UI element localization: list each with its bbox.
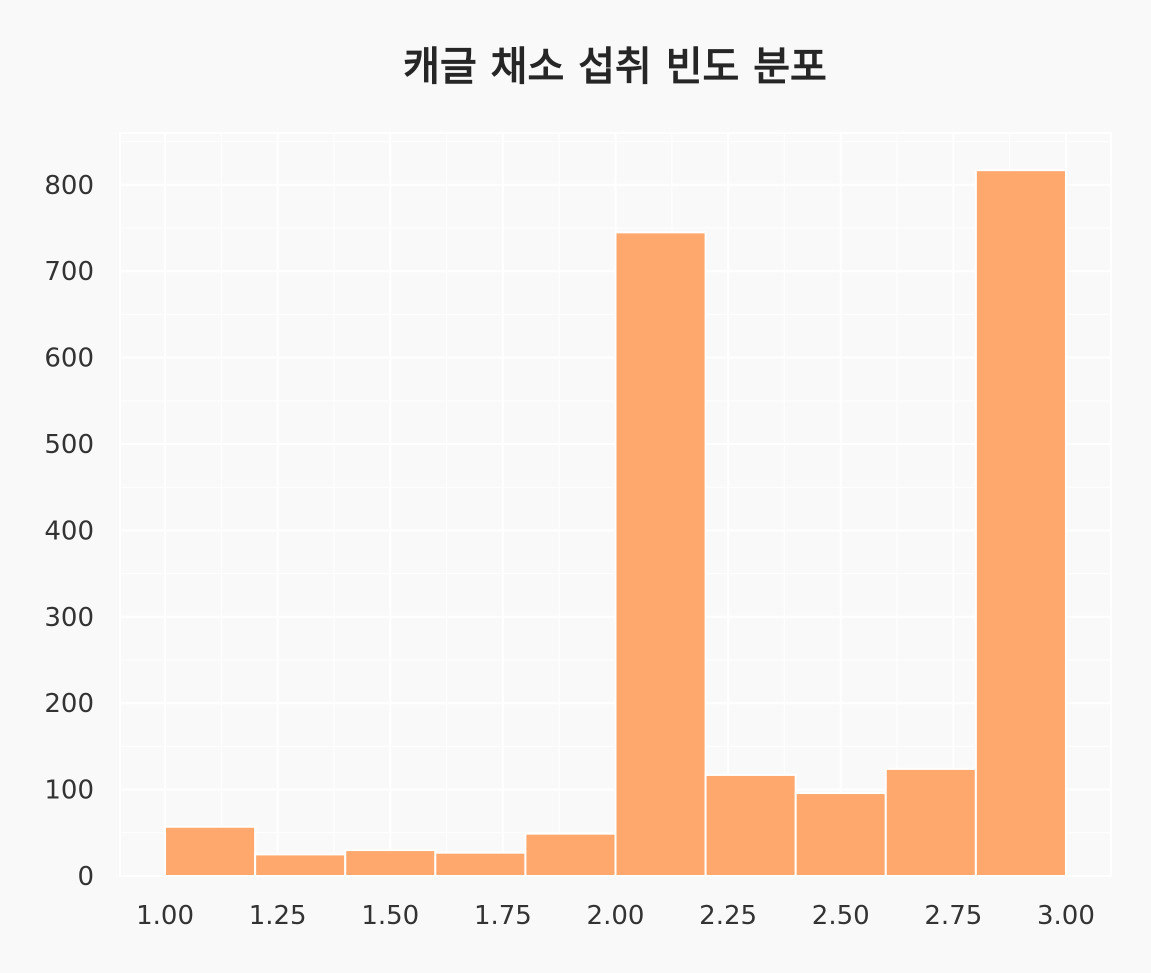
y-tick-label: 200 bbox=[44, 689, 94, 719]
x-tick-label: 1.00 bbox=[136, 901, 194, 931]
histogram-bar bbox=[704, 773, 797, 877]
histogram-bar bbox=[434, 851, 527, 878]
x-tick-label: 2.50 bbox=[812, 901, 870, 931]
y-tick-label: 500 bbox=[44, 430, 94, 460]
x-tick-label: 1.50 bbox=[361, 901, 419, 931]
x-tick-label: 2.00 bbox=[587, 901, 645, 931]
y-tick-label: 300 bbox=[44, 603, 94, 633]
histogram-bar bbox=[974, 169, 1067, 877]
x-tick-label: 3.00 bbox=[1037, 901, 1095, 931]
x-tick-label: 2.25 bbox=[699, 901, 757, 931]
bars bbox=[164, 169, 1067, 878]
histogram-bar bbox=[614, 231, 707, 877]
histogram-bar bbox=[524, 832, 617, 877]
y-tick-label: 600 bbox=[44, 344, 94, 374]
y-axis-ticks: 0 100 200 300 400 500 600 700 800 bbox=[44, 171, 94, 892]
x-tick-label: 1.25 bbox=[249, 901, 307, 931]
histogram-bar bbox=[794, 792, 887, 878]
y-tick-label: 400 bbox=[44, 516, 94, 546]
histogram-bar bbox=[344, 849, 437, 878]
y-tick-label: 0 bbox=[77, 862, 94, 892]
y-tick-label: 800 bbox=[44, 171, 94, 201]
x-tick-label: 1.75 bbox=[474, 901, 532, 931]
x-axis-ticks: 1.00 1.25 1.50 1.75 2.00 2.25 2.50 2.75 3.00 bbox=[136, 901, 1095, 931]
histogram-bar bbox=[164, 825, 257, 877]
histogram-bar bbox=[884, 767, 977, 877]
y-tick-label: 700 bbox=[44, 257, 94, 287]
y-tick-label: 100 bbox=[44, 776, 94, 806]
histogram-bar bbox=[254, 853, 347, 878]
x-tick-label: 2.75 bbox=[924, 901, 982, 931]
chart-title: 캐글 채소 섭취 빈도 분포 bbox=[403, 44, 827, 90]
